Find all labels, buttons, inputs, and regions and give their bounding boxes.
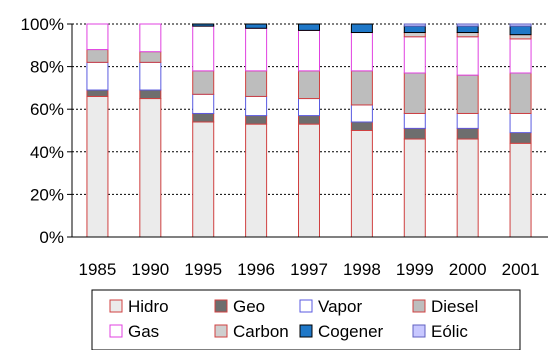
bar-segment-hidro — [350, 130, 373, 238]
x-tick-labels: 1985 1990 1995 1996 1997 1998 1999 2000 2001 — [79, 260, 540, 279]
bar-segment-vapor — [245, 95, 268, 117]
y-tick-label: 40% — [30, 143, 64, 162]
bar-segment-vapor — [192, 93, 215, 114]
bar-segment-geo — [245, 115, 268, 125]
bar-segment-carbon — [509, 34, 532, 40]
bar-segment-diesel — [192, 70, 215, 95]
legend-swatch-vapor — [299, 299, 313, 313]
bar-segment-gas — [403, 36, 426, 74]
bars — [86, 23, 532, 238]
bar-segment-vapor — [139, 61, 162, 91]
bar-segment-gas — [192, 25, 215, 72]
bar-segment-gas — [86, 23, 109, 51]
x-tick-label: 1997 — [290, 260, 328, 279]
bar-segment-geo — [139, 89, 162, 100]
legend-label: Eólic — [431, 322, 468, 341]
legend-swatch-hidro — [109, 299, 123, 313]
legend-swatch-geo — [214, 299, 228, 313]
bar-segment-hidro — [245, 123, 268, 238]
legend-label: Gas — [128, 322, 159, 341]
y-tick-label: 60% — [30, 100, 64, 119]
bar-segment-diesel — [509, 72, 532, 114]
y-tick-label: 20% — [30, 185, 64, 204]
bar-segment-hidro — [403, 138, 426, 238]
bar-segment-cogener — [245, 23, 268, 29]
legend-label: Cogener — [318, 322, 384, 341]
bar-segment-vapor — [456, 112, 479, 129]
bar-segment-geo — [509, 132, 532, 144]
bar-segment-gas — [456, 36, 479, 76]
y-tick-label: 80% — [30, 58, 64, 77]
bar-segment-geo — [86, 89, 109, 97]
bar-segment-geo — [192, 112, 215, 123]
x-tick-label: 1990 — [131, 260, 169, 279]
axes — [67, 23, 548, 238]
x-tick-label: 1999 — [396, 260, 434, 279]
bar-segment-diesel — [298, 70, 320, 100]
bar-segment-hidro — [192, 121, 215, 238]
legend: Hidro Geo Vapor Diesel Gas Carbon Cogener Eólic — [91, 289, 521, 350]
legend-swatch-diesel — [412, 299, 426, 313]
bar-segment-geo — [403, 127, 426, 140]
bar-segment-gas — [245, 27, 268, 72]
legend-swatch-gas — [109, 324, 123, 338]
bar-segment-cogener — [456, 25, 479, 34]
legend-swatch-cogener — [299, 324, 313, 338]
bar-segment-hidro — [509, 142, 532, 238]
bar-segment-gas — [298, 29, 320, 72]
bar-segment-hidro — [86, 95, 109, 238]
bar-segment-diesel — [350, 70, 373, 106]
bar-segment-diesel — [86, 49, 109, 63]
bar-segment-geo — [350, 121, 373, 132]
legend-swatch-eólic — [412, 324, 426, 338]
bar-segment-vapor — [403, 112, 426, 129]
bar-segment-cogener — [403, 25, 426, 34]
y-tick-label: 100% — [21, 15, 64, 34]
bar-segment-eólic — [456, 23, 479, 27]
bar-segment-cogener — [350, 23, 373, 34]
legend-label: Vapor — [318, 297, 362, 316]
bar-segment-hidro — [456, 138, 479, 238]
bar-segment-vapor — [350, 104, 373, 123]
legend-swatch-carbon — [214, 324, 228, 338]
x-tick-label: 1985 — [79, 260, 117, 279]
bar-segment-carbon — [456, 32, 479, 38]
bar-segment-cogener — [192, 23, 215, 27]
bar-segment-diesel — [245, 70, 268, 97]
bar-segment-cogener — [298, 23, 320, 31]
bar-segment-diesel — [456, 74, 479, 114]
bar-segment-gas — [350, 32, 373, 72]
bar-segment-gas — [509, 38, 532, 74]
bar-segment-gas — [139, 23, 162, 53]
bar-segment-carbon — [403, 32, 426, 38]
bar-segment-geo — [456, 127, 479, 140]
legend-label: Diesel — [431, 297, 478, 316]
bar-segment-vapor — [298, 98, 320, 117]
bar-segment-diesel — [403, 72, 426, 114]
bar-segment-diesel — [139, 51, 162, 63]
legend-label: Hidro — [128, 297, 169, 316]
bar-segment-geo — [298, 115, 320, 125]
y-tick-label: 0% — [39, 228, 64, 247]
legend-label: Geo — [233, 297, 265, 316]
bar-segment-eólic — [403, 23, 426, 27]
x-tick-label: 1995 — [184, 260, 222, 279]
x-tick-label: 1998 — [343, 260, 381, 279]
x-tick-label: 1996 — [237, 260, 275, 279]
x-tick-label: 2001 — [502, 260, 540, 279]
x-tick-label: 2000 — [449, 260, 487, 279]
bar-segment-vapor — [86, 61, 109, 91]
bar-segment-hidro — [139, 98, 162, 238]
y-tick-labels: 0% 20% 40% 60% 80% 100% — [21, 15, 64, 247]
bar-segment-vapor — [509, 112, 532, 134]
legend-label: Carbon — [233, 322, 289, 341]
bar-segment-cogener — [509, 25, 532, 36]
bar-segment-eólic — [509, 23, 532, 27]
bar-segment-hidro — [298, 123, 320, 238]
